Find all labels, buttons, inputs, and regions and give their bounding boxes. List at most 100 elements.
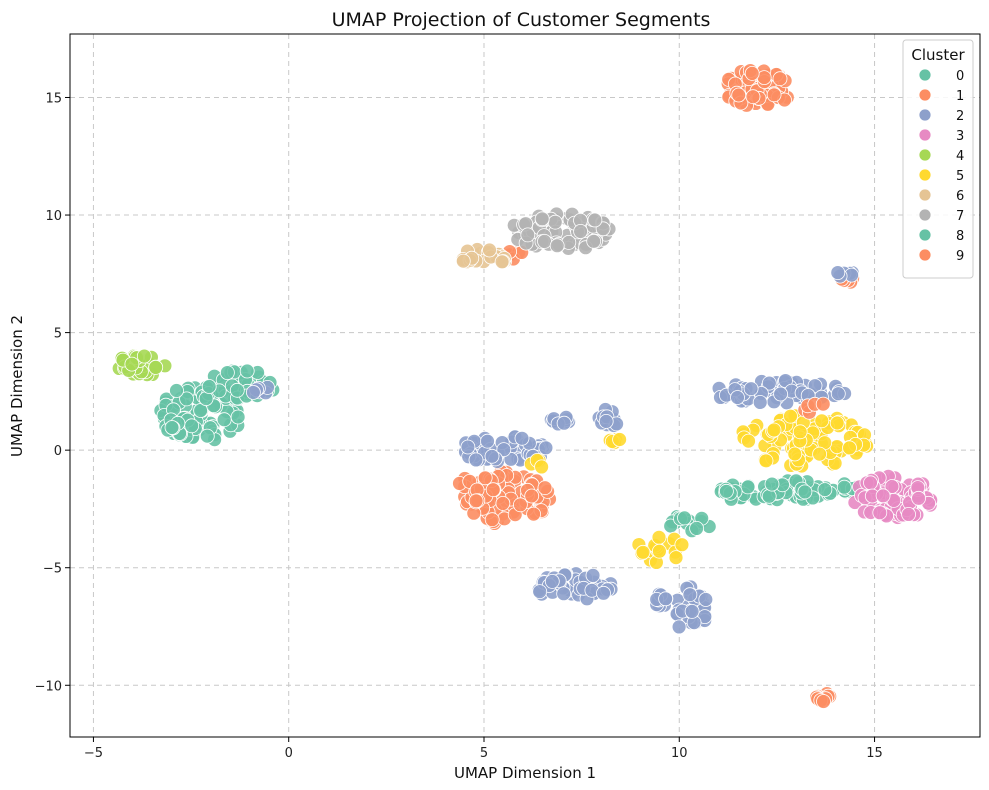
point-cluster-0: [677, 510, 692, 526]
point-cluster-2: [468, 452, 484, 468]
point-cluster-4: [124, 356, 140, 372]
point-cluster-0: [689, 521, 704, 536]
point-cluster-5: [652, 543, 667, 559]
point-cluster-5: [651, 529, 667, 545]
x-tick-label: 10: [671, 746, 688, 761]
point-cluster-0: [169, 383, 184, 398]
legend-label-8: 8: [956, 229, 964, 244]
point-cluster-2: [598, 413, 614, 429]
point-cluster-5: [812, 446, 827, 462]
point-cluster-7: [537, 233, 552, 249]
point-cluster-5: [741, 433, 756, 449]
y-tick-label: 5: [54, 327, 62, 342]
point-cluster-1: [524, 488, 540, 504]
point-cluster-2: [743, 381, 759, 397]
legend-label-7: 7: [956, 209, 964, 224]
legend-marker-1: [918, 88, 932, 102]
point-cluster-3: [872, 505, 888, 521]
legend-label-0: 0: [956, 69, 964, 84]
point-cluster-0: [239, 363, 255, 379]
point-cluster-5: [612, 432, 627, 447]
legend-label-3: 3: [956, 129, 964, 144]
point-cluster-2: [830, 265, 846, 281]
point-cluster-2: [480, 433, 495, 449]
legend-label-5: 5: [956, 169, 964, 184]
point-cluster-9: [815, 396, 831, 412]
chart-title: UMAP Projection of Customer Segments: [332, 9, 711, 31]
point-cluster-9: [485, 482, 501, 498]
legend-marker-5: [918, 168, 932, 182]
point-cluster-1: [526, 506, 541, 522]
point-cluster-7: [549, 238, 565, 254]
y-tick-label: 15: [45, 91, 62, 106]
point-cluster-5: [787, 446, 803, 462]
point-cluster-6: [482, 242, 497, 258]
y-tick-label: 0: [54, 444, 62, 459]
point-cluster-2: [698, 592, 714, 607]
point-cluster-5: [814, 413, 830, 429]
x-tick-label: 0: [285, 746, 293, 761]
point-cluster-6: [494, 254, 510, 270]
point-cluster-2: [682, 587, 698, 603]
point-cluster-5: [829, 439, 845, 455]
point-cluster-1: [484, 512, 500, 528]
x-tick-label: −5: [84, 746, 103, 761]
point-cluster-0: [740, 479, 756, 495]
x-tick-label: 15: [866, 746, 883, 761]
legend: Cluster 0 1 2 3 4 5 6 7 8 9: [902, 39, 974, 279]
point-cluster-2: [773, 386, 788, 402]
point-cluster-2: [544, 574, 560, 589]
point-cluster-1: [766, 87, 782, 103]
point-cluster-2: [658, 591, 673, 607]
point-cluster-9: [468, 493, 484, 509]
legend-label-9: 9: [956, 249, 964, 264]
point-cluster-1: [537, 480, 553, 496]
point-cluster-5: [674, 537, 690, 553]
point-cluster-0: [198, 391, 214, 407]
point-cluster-1: [495, 495, 511, 511]
point-cluster-5: [758, 453, 774, 469]
point-cluster-2: [671, 619, 687, 635]
point-cluster-0: [179, 391, 195, 407]
point-cluster-4: [148, 359, 164, 375]
point-cluster-2: [761, 375, 777, 391]
point-cluster-2: [460, 439, 476, 455]
y-axis-label: UMAP Dimension 2: [8, 315, 26, 457]
point-cluster-2: [556, 586, 572, 602]
point-cluster-7: [534, 211, 550, 227]
y-tick-label: −5: [43, 562, 62, 577]
plot-frame: [69, 33, 981, 738]
point-cluster-0: [817, 482, 833, 498]
point-cluster-0: [229, 382, 245, 398]
legend-marker-4: [918, 148, 932, 162]
scatter-points: [111, 63, 939, 709]
point-cluster-7: [587, 212, 603, 228]
legend-marker-9: [918, 248, 932, 262]
point-cluster-0: [199, 428, 215, 444]
y-tick-label: −10: [35, 679, 62, 694]
legend-title: Cluster: [911, 46, 965, 64]
point-cluster-3: [901, 507, 916, 522]
point-cluster-0: [201, 379, 217, 394]
point-cluster-2: [538, 440, 554, 456]
point-cluster-7: [573, 223, 588, 239]
point-cluster-5: [829, 415, 845, 431]
point-cluster-2: [556, 415, 572, 431]
point-cluster-4: [136, 348, 152, 364]
point-cluster-2: [514, 430, 530, 446]
point-cluster-3: [884, 479, 900, 494]
point-cluster-1: [745, 89, 761, 105]
point-cluster-2: [245, 384, 261, 400]
legend-label-6: 6: [956, 189, 964, 204]
axis-ticks: −5 0 5 10 15 −10 −5 0 5 10 15: [35, 91, 883, 761]
point-cluster-5: [668, 550, 684, 565]
point-cluster-5: [534, 459, 549, 475]
point-cluster-1: [731, 87, 747, 103]
point-cluster-7: [547, 214, 563, 230]
point-cluster-3: [863, 475, 878, 491]
legend-label-1: 1: [956, 89, 964, 104]
point-cluster-5: [842, 440, 857, 456]
point-cluster-7: [520, 227, 536, 243]
point-cluster-6: [455, 253, 471, 269]
